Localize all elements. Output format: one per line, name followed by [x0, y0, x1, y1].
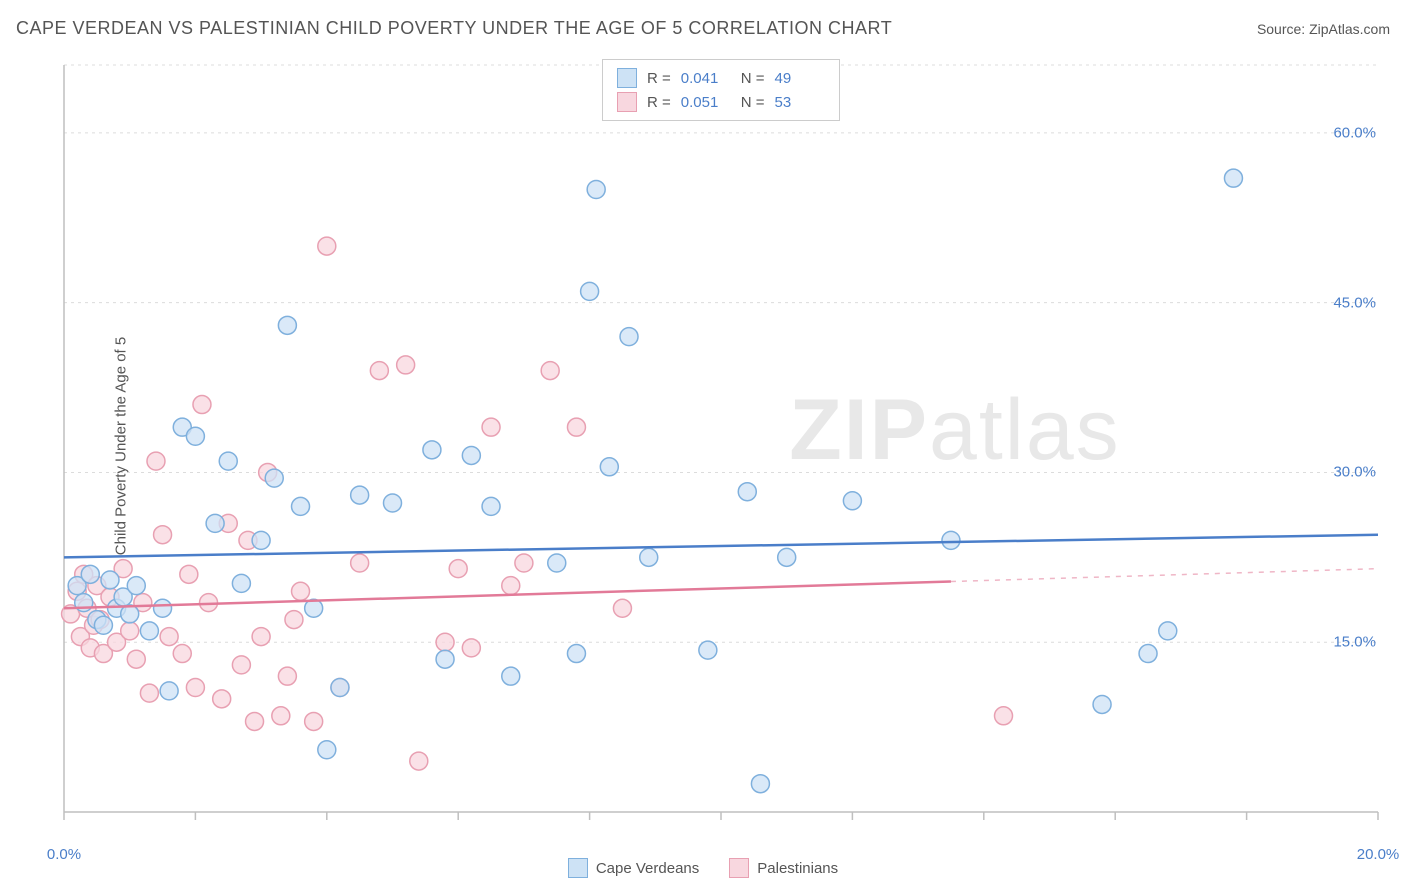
- scatter-chart: [50, 55, 1394, 832]
- swatch-b-icon: [617, 92, 637, 112]
- swatch-a-icon: [568, 858, 588, 878]
- legend-label-a: Cape Verdeans: [596, 860, 699, 877]
- swatch-b-icon: [729, 858, 749, 878]
- legend-item-b: Palestinians: [729, 858, 838, 878]
- n-label: N =: [741, 94, 765, 111]
- chart-area: ZIPatlas R = 0.041 N = 49 R = 0.051 N = …: [50, 55, 1394, 832]
- y-tick-label: 60.0%: [1333, 124, 1376, 141]
- stats-legend: R = 0.041 N = 49 R = 0.051 N = 53: [602, 59, 840, 121]
- r-value: 0.041: [681, 70, 731, 87]
- y-tick-label: 30.0%: [1333, 464, 1376, 481]
- swatch-a-icon: [617, 68, 637, 88]
- n-value: 49: [775, 70, 825, 87]
- n-value: 53: [775, 94, 825, 111]
- y-tick-label: 15.0%: [1333, 634, 1376, 651]
- series-legend: Cape Verdeans Palestinians: [0, 858, 1406, 878]
- n-label: N =: [741, 70, 765, 87]
- legend-item-a: Cape Verdeans: [568, 858, 699, 878]
- r-label: R =: [647, 94, 671, 111]
- chart-header: CAPE VERDEAN VS PALESTINIAN CHILD POVERT…: [16, 18, 1390, 39]
- r-value: 0.051: [681, 94, 731, 111]
- chart-title: CAPE VERDEAN VS PALESTINIAN CHILD POVERT…: [16, 18, 892, 39]
- r-label: R =: [647, 70, 671, 87]
- source-label: Source: ZipAtlas.com: [1257, 21, 1390, 37]
- stats-row-b: R = 0.051 N = 53: [617, 90, 825, 114]
- legend-label-b: Palestinians: [757, 860, 838, 877]
- stats-row-a: R = 0.041 N = 49: [617, 66, 825, 90]
- y-tick-label: 45.0%: [1333, 294, 1376, 311]
